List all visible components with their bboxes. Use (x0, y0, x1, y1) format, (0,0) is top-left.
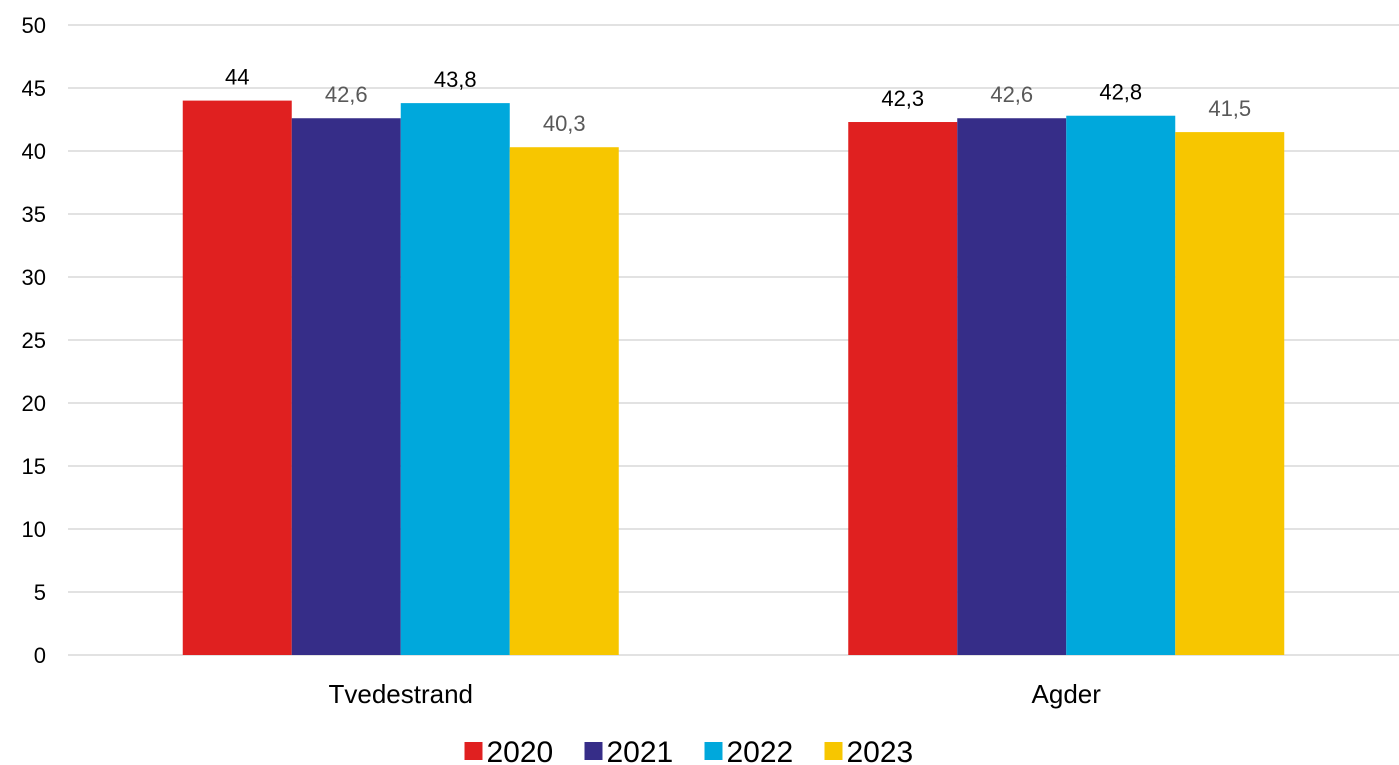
bars (182, 100, 1285, 656)
legend-label-2022: 2022 (727, 736, 794, 765)
legend-label-2023: 2023 (847, 736, 914, 765)
legend-swatch-2020 (464, 742, 483, 760)
y-tick-label: 25 (22, 328, 46, 353)
data-labels: 44 42,6 43,8 40,3 Tvedestrand 42,3 42,6 42,8 41,… (225, 65, 1251, 709)
legend: 2020 2021 2022 2023 (464, 736, 914, 765)
y-tick-label: 50 (22, 13, 46, 38)
data-label: 42,3 (881, 86, 924, 111)
bar-2021-agder (957, 118, 1067, 656)
bar-2020-tvedestrand (182, 100, 292, 656)
legend-swatch-2022 (704, 742, 723, 760)
data-label: 41,5 (1208, 96, 1251, 121)
data-label: 42,6 (325, 82, 368, 107)
x-category-label: Tvedestrand (328, 679, 473, 709)
bar-2023-tvedestrand (509, 147, 619, 655)
y-tick-label: 20 (22, 391, 46, 416)
data-label: 44 (225, 65, 249, 90)
y-tick-label: 0 (34, 643, 46, 668)
bar-2021-tvedestrand (291, 118, 401, 656)
legend-label-2020: 2020 (487, 736, 554, 765)
legend-swatch-2021 (584, 742, 603, 760)
legend-swatch-2023 (824, 742, 843, 760)
data-label: 43,8 (434, 67, 477, 92)
y-tick-label: 5 (34, 580, 46, 605)
bar-2022-agder (1066, 115, 1176, 656)
y-tick-label: 40 (22, 139, 46, 164)
y-tick-label: 30 (22, 265, 46, 290)
data-label: 40,3 (543, 111, 586, 136)
y-tick-label: 35 (22, 202, 46, 227)
y-tick-label: 45 (22, 76, 46, 101)
legend-label-2021: 2021 (607, 736, 674, 765)
x-category-label: Agder (1032, 679, 1102, 709)
bar-2020-agder (848, 122, 958, 655)
bar-2022-tvedestrand (400, 103, 510, 656)
y-tick-label: 15 (22, 454, 46, 479)
y-axis-tick-labels: 0 5 10 15 20 25 30 35 40 45 50 (22, 13, 46, 668)
data-label: 42,8 (1099, 80, 1142, 105)
bar-2023-agder (1175, 132, 1285, 656)
y-tick-label: 10 (22, 517, 46, 542)
data-label: 42,6 (990, 82, 1033, 107)
